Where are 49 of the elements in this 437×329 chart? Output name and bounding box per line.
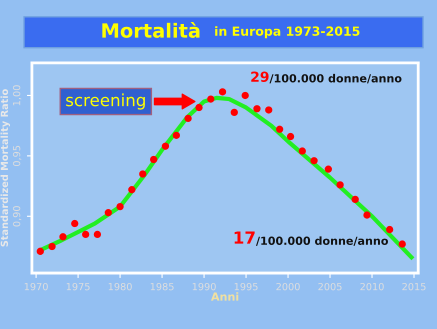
point	[172, 132, 180, 139]
point	[242, 92, 249, 100]
y-tick-label: 1,00	[12, 85, 22, 106]
point	[116, 202, 124, 210]
point	[139, 170, 146, 178]
y-tick-label: 0,90	[12, 206, 22, 226]
annotation: screening	[66, 93, 145, 110]
point	[128, 186, 136, 194]
x-tick-label: 2010	[360, 282, 384, 290]
x-tick-label: 1985	[150, 282, 174, 290]
point	[265, 106, 272, 114]
x-tick-label: 1970	[24, 282, 48, 290]
chart-subtitle: in Europa 1973-2015	[215, 26, 360, 38]
x-tick-label: 1975	[66, 282, 90, 290]
point	[162, 142, 170, 150]
point	[218, 88, 226, 96]
point	[253, 105, 261, 112]
x-tick-label: 2000	[276, 282, 300, 290]
x-tick-label: 1995	[234, 282, 258, 290]
point	[324, 166, 332, 173]
point	[59, 233, 67, 240]
point	[104, 209, 112, 216]
point	[386, 226, 394, 234]
chart-title: Mortalità	[102, 22, 200, 38]
point	[310, 157, 318, 164]
x-tick-label: 1990	[192, 282, 216, 290]
point	[150, 156, 158, 164]
point	[398, 240, 406, 248]
point	[36, 248, 44, 255]
y-axis-title: Standardized Mortality Ratio	[0, 89, 10, 246]
point	[352, 196, 359, 204]
point	[230, 108, 238, 116]
point	[298, 147, 306, 155]
point	[363, 211, 371, 219]
x-axis-title: Anni	[210, 292, 238, 301]
x-tick-label: 1980	[108, 282, 132, 290]
x-tick-label: 2015	[402, 282, 426, 290]
y-tick-label: 0,95	[12, 146, 22, 166]
point	[94, 230, 102, 238]
point	[48, 242, 56, 250]
point	[286, 132, 294, 140]
point	[207, 95, 214, 103]
point	[71, 220, 78, 228]
point	[195, 104, 203, 112]
point	[184, 114, 192, 122]
point	[276, 126, 284, 133]
x-tick-label: 2005	[318, 282, 342, 290]
point	[82, 230, 90, 238]
point	[336, 181, 344, 189]
